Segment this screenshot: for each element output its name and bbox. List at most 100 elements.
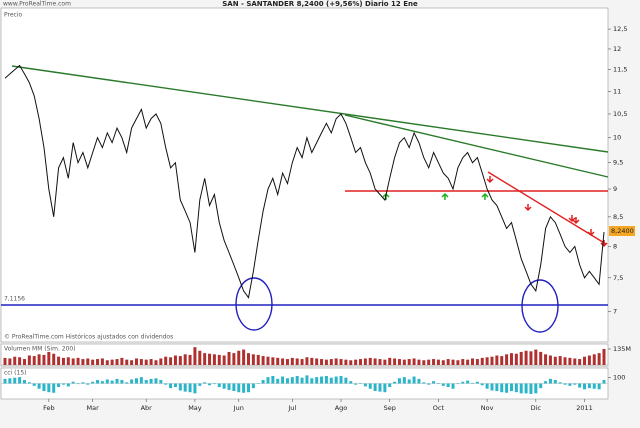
bar: [66, 383, 70, 387]
bar: [587, 383, 591, 389]
bar: [169, 357, 173, 365]
bar: [120, 380, 124, 384]
volume-title: Volumen MM (Sim. 200): [4, 346, 76, 353]
bar: [495, 355, 499, 365]
bar: [432, 359, 436, 365]
bar: [86, 358, 90, 365]
bar: [480, 357, 484, 365]
price-line: [4, 64, 605, 299]
bar: [524, 383, 528, 394]
bar: [378, 359, 382, 365]
bar: [500, 356, 504, 365]
bar: [378, 383, 382, 392]
x-tick-label: 2011: [576, 404, 593, 412]
bar: [509, 353, 513, 365]
x-tick-label: Jul: [287, 404, 296, 412]
bar: [407, 359, 411, 365]
last-price-label: 8,2400: [611, 227, 634, 235]
bar: [402, 359, 406, 365]
bar: [261, 356, 265, 365]
bar: [237, 350, 241, 365]
site: www.ProRealTime.com: [3, 1, 71, 8]
bar: [217, 354, 221, 365]
y-tick-label: 8,5: [613, 213, 623, 221]
bar: [592, 383, 596, 389]
bar: [217, 383, 221, 387]
bar: [548, 378, 552, 384]
bar: [22, 380, 26, 384]
bar: [173, 355, 177, 365]
bar: [276, 378, 280, 384]
bar: [529, 383, 533, 394]
bar: [183, 354, 187, 365]
bar: [475, 381, 479, 384]
bar: [154, 378, 158, 384]
bar: [529, 351, 533, 365]
bar: [208, 353, 212, 365]
bar: [144, 359, 148, 365]
bar: [363, 358, 367, 365]
bar: [242, 383, 246, 393]
bar: [500, 383, 504, 393]
bar: [422, 360, 426, 365]
note: © ProRealTime.com Históricos ajustados c…: [4, 334, 173, 341]
y-tick-label: 100: [613, 374, 625, 382]
bar: [393, 358, 397, 365]
bar: [383, 383, 387, 393]
bar: [558, 356, 562, 365]
bar: [359, 359, 363, 365]
y-tick-label: 11: [613, 87, 621, 95]
bar: [368, 383, 372, 389]
bar: [339, 375, 343, 384]
bar: [198, 350, 202, 365]
bar: [183, 383, 187, 392]
bar: [339, 359, 343, 365]
bar: [71, 381, 75, 384]
bar: [266, 356, 270, 365]
trend-line: [487, 171, 607, 245]
bar: [320, 376, 324, 384]
x-tick-label: Jun: [233, 404, 244, 412]
bar: [8, 358, 12, 365]
bar: [334, 358, 338, 365]
bar: [130, 360, 134, 365]
bar: [130, 379, 134, 384]
bar: [198, 383, 202, 386]
bar: [597, 353, 601, 365]
bar: [37, 354, 41, 365]
bar: [295, 375, 299, 384]
bar: [597, 383, 601, 390]
bar: [441, 360, 445, 365]
bar: [334, 376, 338, 384]
x-tick-label: Ago: [335, 404, 348, 412]
bar: [451, 359, 455, 365]
bar: [227, 351, 231, 365]
bar: [466, 359, 470, 365]
bar: [281, 376, 285, 384]
bar: [120, 357, 124, 365]
bar: [96, 359, 100, 365]
bar: [519, 351, 523, 365]
bar: [8, 378, 12, 384]
bar: [553, 356, 557, 365]
bar: [91, 359, 95, 365]
bar: [3, 357, 7, 365]
bar: [193, 347, 197, 365]
bar: [505, 383, 509, 393]
bar: [52, 383, 56, 393]
bar: [100, 358, 104, 365]
bar: [602, 380, 606, 384]
bar: [388, 383, 392, 387]
bar: [246, 383, 250, 393]
bar: [178, 383, 182, 391]
bar: [203, 353, 207, 365]
bar: [144, 380, 148, 384]
bar: [461, 359, 465, 365]
y-tick-label: 9: [613, 185, 617, 193]
bar: [373, 358, 377, 365]
x-tick-label: Sep: [384, 404, 396, 412]
bar: [422, 382, 426, 384]
bar: [427, 359, 431, 365]
bar: [57, 356, 61, 365]
bar: [436, 383, 440, 384]
